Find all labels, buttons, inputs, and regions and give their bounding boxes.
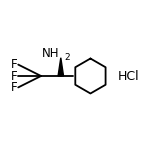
Text: HCl: HCl [118, 69, 139, 83]
Text: F: F [11, 69, 17, 83]
Text: F: F [11, 58, 17, 71]
Polygon shape [58, 58, 64, 76]
Text: NH: NH [42, 47, 59, 60]
Text: F: F [11, 81, 17, 94]
Text: 2: 2 [64, 53, 70, 62]
